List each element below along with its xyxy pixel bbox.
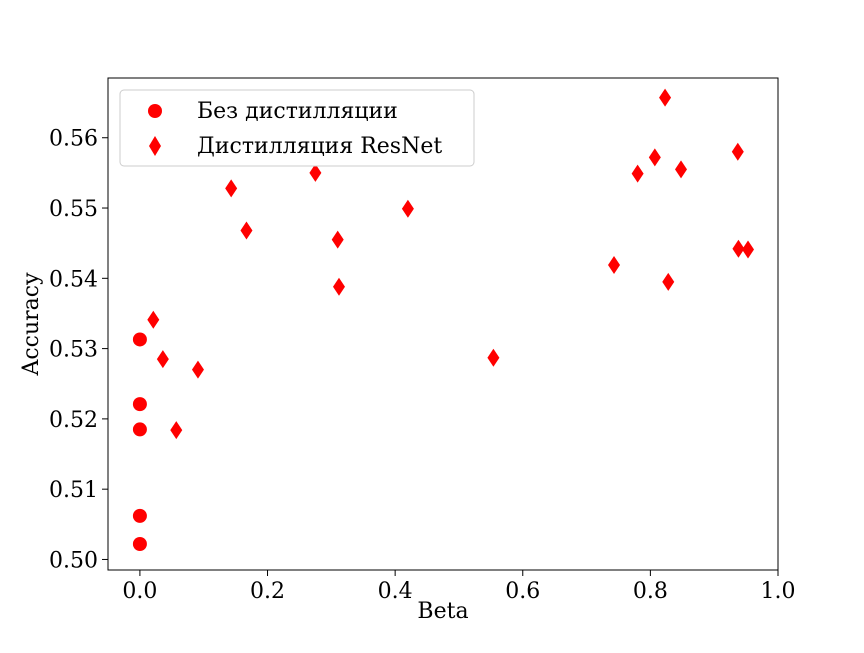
data-points: [132, 88, 755, 551]
point-no-distillation: [132, 508, 147, 523]
point-no-distillation: [132, 536, 147, 551]
legend-label: Дистилляция ResNet: [197, 134, 442, 159]
y-axis-ticks: 0.50 0.51 0.52 0.53 0.54 0.55 0.56: [49, 127, 108, 573]
point-no-distillation: [132, 422, 147, 437]
point-resnet-distillation: [487, 348, 500, 367]
point-resnet-distillation: [191, 360, 204, 379]
y-tick-label: 0.56: [49, 127, 98, 152]
point-resnet-distillation: [662, 272, 675, 291]
point-resnet-distillation: [608, 255, 621, 274]
x-axis-ticks: 0.0 0.2 0.4 0.6 0.8 1.0: [122, 570, 796, 604]
point-resnet-distillation: [147, 310, 160, 329]
x-tick-label: 0.6: [505, 579, 540, 604]
x-tick-label: 0.8: [633, 579, 668, 604]
point-resnet-distillation: [731, 142, 744, 161]
point-resnet-distillation: [332, 277, 345, 296]
y-tick-label: 0.54: [49, 267, 98, 292]
point-resnet-distillation: [401, 199, 414, 218]
y-axis-label: Accuracy: [19, 272, 44, 377]
legend: Без дистилляции Дистилляция ResNet: [119, 89, 475, 167]
x-tick-label: 0.0: [122, 579, 157, 604]
x-axis-label: Beta: [417, 599, 468, 624]
point-no-distillation: [132, 332, 147, 347]
y-tick-label: 0.52: [49, 408, 98, 433]
point-resnet-distillation: [742, 240, 755, 259]
legend-diamond-marker-icon: [149, 136, 161, 156]
x-tick-label: 1.0: [761, 579, 796, 604]
legend-label: Без дистилляции: [197, 99, 398, 124]
legend-entry-resnet-distillation: Дистилляция ResNet: [149, 134, 442, 159]
legend-circle-marker-icon: [148, 104, 162, 118]
y-tick-label: 0.53: [49, 338, 98, 363]
x-tick-label: 0.4: [378, 579, 413, 604]
point-resnet-distillation: [331, 230, 344, 249]
y-tick-label: 0.50: [49, 548, 98, 573]
point-resnet-distillation: [631, 164, 644, 183]
point-resnet-distillation: [648, 148, 661, 167]
x-tick-label: 0.2: [250, 579, 285, 604]
plot-area: [107, 77, 779, 571]
point-resnet-distillation: [309, 163, 322, 182]
point-resnet-distillation: [659, 88, 672, 107]
point-resnet-distillation: [156, 350, 169, 369]
point-resnet-distillation: [675, 160, 688, 179]
point-resnet-distillation: [240, 221, 253, 240]
legend-box: [119, 89, 475, 167]
point-resnet-distillation: [732, 239, 745, 258]
point-resnet-distillation: [170, 421, 183, 440]
legend-entry-no-distillation: Без дистилляции: [148, 99, 398, 124]
point-no-distillation: [132, 397, 147, 412]
y-tick-label: 0.55: [49, 197, 98, 222]
point-resnet-distillation: [225, 179, 238, 198]
y-tick-label: 0.51: [49, 478, 98, 503]
